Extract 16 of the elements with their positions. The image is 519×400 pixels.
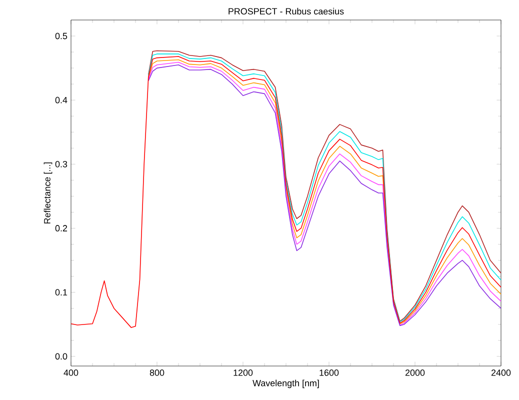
y-tick-label: 0.2: [55, 225, 68, 232]
chart-title: PROSPECT - Rubus caesius: [228, 8, 344, 15]
y-tick-label: 0.0: [55, 353, 68, 360]
y-tick-label: 0.4: [55, 96, 68, 104]
x-axis-title: Wavelength [nm]: [252, 380, 319, 388]
y-tick-label: 0.1: [55, 289, 68, 296]
y-tick-label: 0.3: [55, 160, 68, 168]
x-tick-label: 1200: [234, 370, 253, 376]
x-tick-label: 2000: [405, 370, 425, 376]
x-tick-label: 2400: [491, 370, 511, 376]
x-tick-label: 800: [150, 370, 164, 376]
y-axis-title: Reflectance [...]: [44, 162, 52, 224]
x-tick-label: 1600: [320, 370, 339, 376]
x-tick-label: 400: [64, 370, 78, 376]
line-series: [71, 56, 502, 328]
y-tick-label: 0.5: [55, 32, 68, 40]
